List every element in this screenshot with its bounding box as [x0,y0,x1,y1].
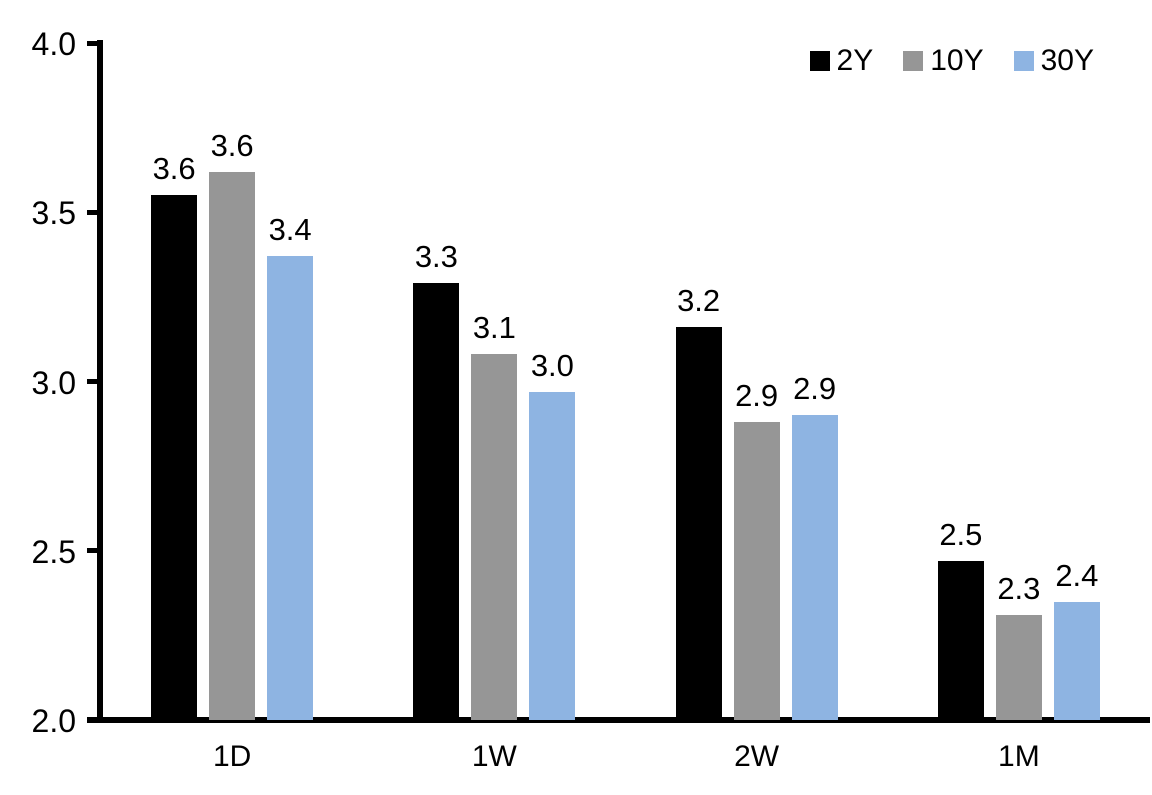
bar-10y-2w [733,422,780,720]
bar-value-label: 3.1 [472,310,516,346]
legend-label: 2Y [836,44,874,77]
x-category-label: 1M [998,740,1040,773]
y-tick-mark [87,717,101,723]
bar-value-label: 2.3 [997,571,1041,607]
bar-value-label: 3.0 [530,347,574,383]
bar-2y-1m [937,560,984,720]
y-tick-mark [87,379,101,384]
legend-swatch-10y [903,51,924,71]
x-category-label: 1W [471,740,517,773]
x-category-label: 2W [734,740,780,773]
bar-30y-1w [529,391,576,720]
bar-value-label: 3.6 [152,151,196,187]
bar-value-label: 2.9 [735,378,779,414]
bar-10y-1m [995,615,1042,720]
y-tick-mark [87,548,101,554]
bar-value-label: 2.9 [793,371,837,407]
bar-10y-1d [209,171,256,720]
legend-swatch-30y [1013,51,1034,71]
bar-2y-1d [151,195,198,720]
y-tick-mark [87,40,101,46]
y-tick-label: 2.5 [31,533,76,570]
y-tick-label: 3.0 [31,364,76,401]
x-category-label: 1D [212,740,252,773]
legend-item-2y: 2Y [809,44,874,77]
legend-label: 30Y [1040,44,1094,77]
bar-value-label: 3.4 [268,212,312,248]
y-tick-mark [87,209,101,215]
y-tick-label: 3.5 [31,195,76,232]
bar-30y-1m [1053,601,1100,720]
y-tick-label: 4.0 [31,26,76,62]
x-axis [87,717,1150,723]
bar-2y-2w [675,327,722,720]
legend-label: 10Y [930,44,984,77]
y-tick-label: 2.0 [31,703,76,739]
legend: 2Y 10Y 30Y [809,44,1094,77]
legend-item-30y: 30Y [1013,44,1094,77]
bar-value-label: 3.3 [414,239,458,275]
bar-value-label: 3.2 [677,283,721,319]
bar-2y-1w [413,283,460,720]
bar-30y-2w [791,415,838,720]
legend-item-10y: 10Y [903,44,984,77]
bar-value-label: 2.5 [939,516,983,552]
bar-10y-1w [471,354,518,720]
bar-30y-1d [267,256,314,720]
legend-swatch-2y [809,51,830,71]
bar-value-label: 3.6 [210,127,254,163]
bar-value-label: 2.4 [1055,557,1099,593]
